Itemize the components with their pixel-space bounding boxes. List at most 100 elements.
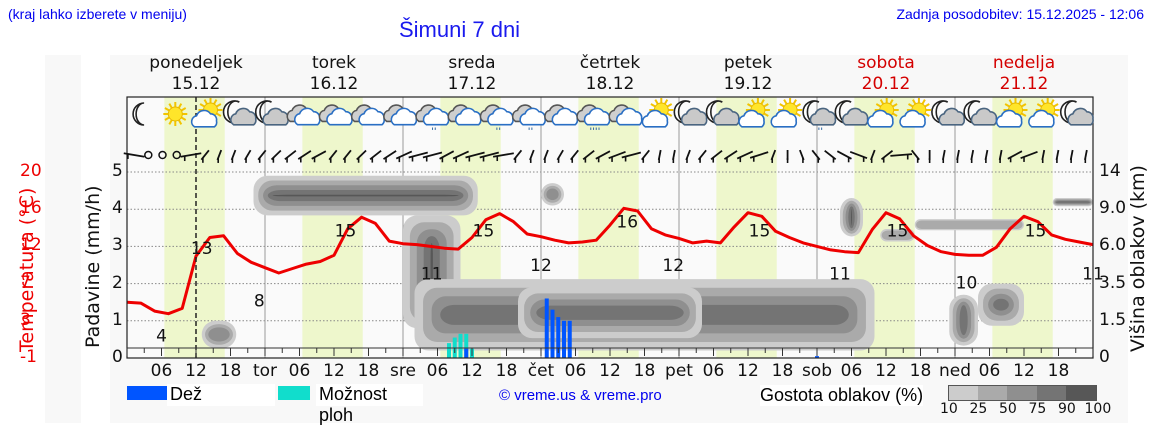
temp-tick: 20	[20, 161, 42, 181]
rain-drops: ''	[528, 127, 534, 137]
day-abbr-label: sob	[801, 361, 833, 381]
showers-bar	[458, 333, 463, 358]
rain-drops: ''	[496, 127, 502, 137]
cloud-density-layer	[201, 175, 1093, 351]
sun-ray	[795, 112, 801, 117]
sun-cloud-icon	[641, 98, 674, 128]
sun-ray	[763, 103, 769, 108]
cloud-shape	[190, 109, 218, 128]
temperature-label: 15	[749, 221, 771, 241]
cloud-shape	[995, 109, 1023, 128]
rain-bar	[550, 309, 555, 358]
temperature-label: 15	[473, 221, 495, 241]
sun-ray	[1053, 103, 1059, 108]
temperature-line	[126, 206, 1094, 316]
temp-tick: 12	[20, 235, 42, 255]
wind-barb-row	[123, 149, 1088, 163]
hour-tick-label: 12	[461, 361, 483, 381]
day-name-0: ponedeljek	[149, 53, 243, 73]
calm-wind-icon	[172, 150, 181, 160]
cloud-shape	[738, 109, 765, 128]
sun-ray	[875, 103, 882, 108]
cloud-density-label: Gostota oblakov (%)	[760, 385, 924, 406]
precip-tick: 2	[112, 272, 123, 293]
hour-tick-label: 12	[737, 361, 759, 381]
temperature-label: 12	[530, 256, 552, 276]
sun-ray	[921, 99, 926, 105]
cloud-shape	[899, 109, 926, 128]
temperature-label: 15	[887, 221, 909, 241]
density-swatch	[948, 385, 979, 401]
cloud-shape	[641, 109, 669, 128]
legend-showers-swatch	[278, 386, 310, 400]
cloud-blob	[993, 298, 1009, 311]
day-name-6: nedelja	[992, 53, 1056, 73]
rain-bar	[815, 356, 819, 358]
cloud-blob	[1055, 200, 1091, 204]
plot-frame	[126, 96, 1094, 359]
day-abbr-label: tor	[252, 361, 278, 381]
hour-tick-label: 12	[875, 361, 897, 381]
temperature-label: 8	[254, 291, 265, 311]
sun-ray	[1036, 103, 1043, 108]
sun-ray	[666, 103, 673, 108]
rain-bar	[464, 348, 469, 358]
temp-tick: 7	[20, 273, 31, 293]
cloud-blob	[851, 209, 852, 226]
wind-barb-icon	[890, 153, 913, 157]
moon-cloud-icon	[1059, 100, 1094, 126]
hour-tick-label: 06	[978, 361, 1001, 381]
moon-cloud-light-rain-icon: ''	[802, 100, 837, 137]
hour-tick-label: 18	[219, 361, 242, 381]
hour-tick-label: 12	[185, 361, 207, 381]
sun-cloud-icon	[899, 98, 931, 128]
sun-ray	[199, 103, 205, 108]
sun-cloud-icon	[770, 98, 803, 128]
density-swatch	[1066, 385, 1097, 401]
density-swatch	[1007, 385, 1037, 401]
credit-link[interactable]: © vreme.us & vreme.pro	[499, 387, 662, 404]
hour-tick-label: 06	[840, 361, 863, 381]
sun-ray	[1021, 112, 1027, 117]
cloud-shape	[867, 109, 894, 128]
sun-ray	[164, 116, 170, 121]
cloud-shape	[1028, 109, 1055, 128]
hour-tick-label: 12	[323, 361, 345, 381]
hour-tick-label: 18	[909, 361, 932, 381]
temperature-label: 4	[156, 327, 167, 347]
moon-cloud-icon	[673, 100, 708, 126]
sun-ray	[763, 112, 769, 117]
sun-ray	[892, 103, 898, 108]
temperature-label: 15	[1025, 221, 1047, 241]
rain-bar	[567, 320, 572, 358]
cloud-blob	[881, 230, 914, 240]
day-name-2: sreda	[448, 53, 496, 73]
sun-ray	[1021, 103, 1027, 108]
sun-cloud-icon	[867, 98, 899, 128]
precip-tick: 4	[112, 198, 123, 219]
sun-cloud-icon	[995, 98, 1028, 128]
moon-shape	[132, 102, 145, 126]
hour-tick-label: 06	[426, 361, 449, 381]
temperature-label: 16	[616, 212, 638, 232]
sun-ray	[760, 99, 765, 105]
sun-cloud-icon	[190, 98, 223, 128]
hour-tick-label: 18	[1047, 361, 1070, 381]
sun-ray	[654, 99, 659, 105]
showers-bar	[447, 343, 451, 358]
sun-ray	[912, 99, 917, 105]
rain-bar	[556, 317, 561, 358]
region-hint-link[interactable]: (kraj lahko izberete v meniju)	[8, 6, 187, 22]
temperature-label: 10	[956, 274, 978, 294]
page-title: Šimuni 7 dni	[399, 17, 521, 42]
cloud-shape	[938, 107, 966, 126]
density-tick: 100	[1084, 401, 1112, 417]
sun-icon	[163, 102, 188, 126]
temperature-label: 11	[421, 265, 443, 285]
sun-ray	[751, 99, 756, 105]
density-tick: 90	[1058, 401, 1076, 417]
cloudy-light-rain-icon: ''	[415, 104, 450, 137]
day-name-1: torek	[312, 53, 356, 73]
rain-drops: ''	[431, 127, 437, 137]
